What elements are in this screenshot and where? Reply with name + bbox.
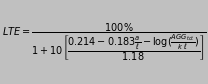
Text: $LTE = \dfrac{100\%}{1+10\left[\dfrac{0.214-0.183\frac{a}{\ell}-\log(\frac{AGG_{: $LTE = \dfrac{100\%}{1+10\left[\dfrac{0.… xyxy=(2,21,206,63)
